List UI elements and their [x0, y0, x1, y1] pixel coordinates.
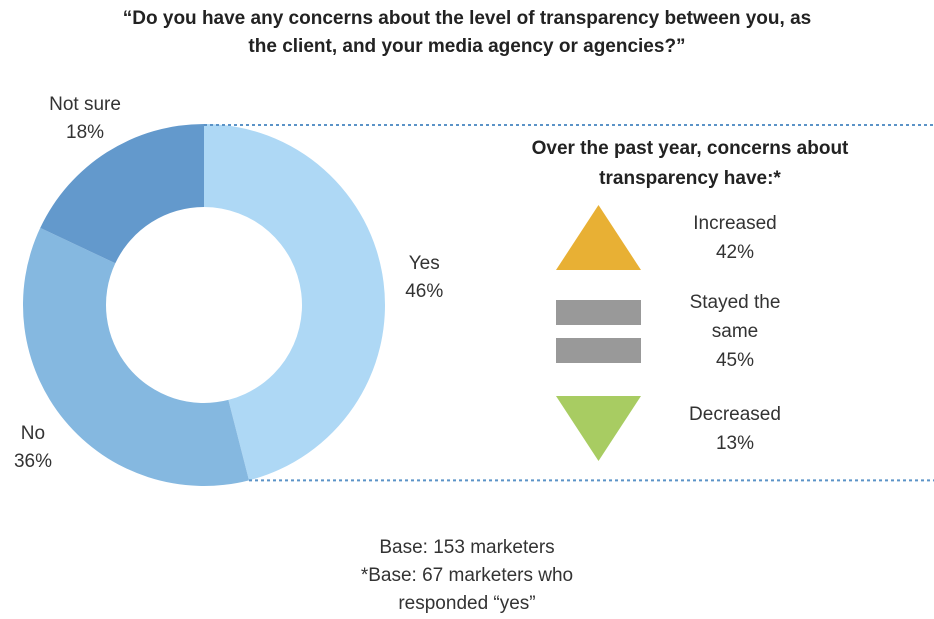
slice-label: Yes — [408, 253, 440, 275]
slice-value: 18% — [66, 121, 105, 143]
slice-label: Not sure — [49, 93, 121, 115]
item-value: 42% — [715, 241, 755, 263]
item-value: 45% — [715, 350, 755, 371]
slice-value: 36% — [13, 450, 52, 472]
equal-bar-icon — [556, 338, 641, 363]
equal-bar-icon — [556, 300, 641, 325]
triangle-up-icon — [556, 205, 641, 270]
note: Base: 153 marketers — [379, 537, 555, 558]
donut-slice — [204, 124, 385, 481]
panel-title: Over the past year, concerns about trans… — [531, 138, 849, 189]
triangle-down-icon — [556, 396, 641, 461]
slice-label: No — [20, 422, 46, 444]
item-label: Stayed the same — [689, 292, 781, 342]
donut-slice — [40, 124, 204, 264]
chart-title: “Do you have any concerns about the leve… — [122, 8, 812, 57]
note: *Base: 67 marketers who responded “yes” — [360, 565, 574, 614]
slice-value: 46% — [405, 281, 444, 303]
item-label: Decreased — [689, 403, 781, 425]
item-label: Increased — [693, 212, 777, 234]
donut-slice — [22, 227, 250, 486]
item-value: 13% — [715, 432, 755, 454]
